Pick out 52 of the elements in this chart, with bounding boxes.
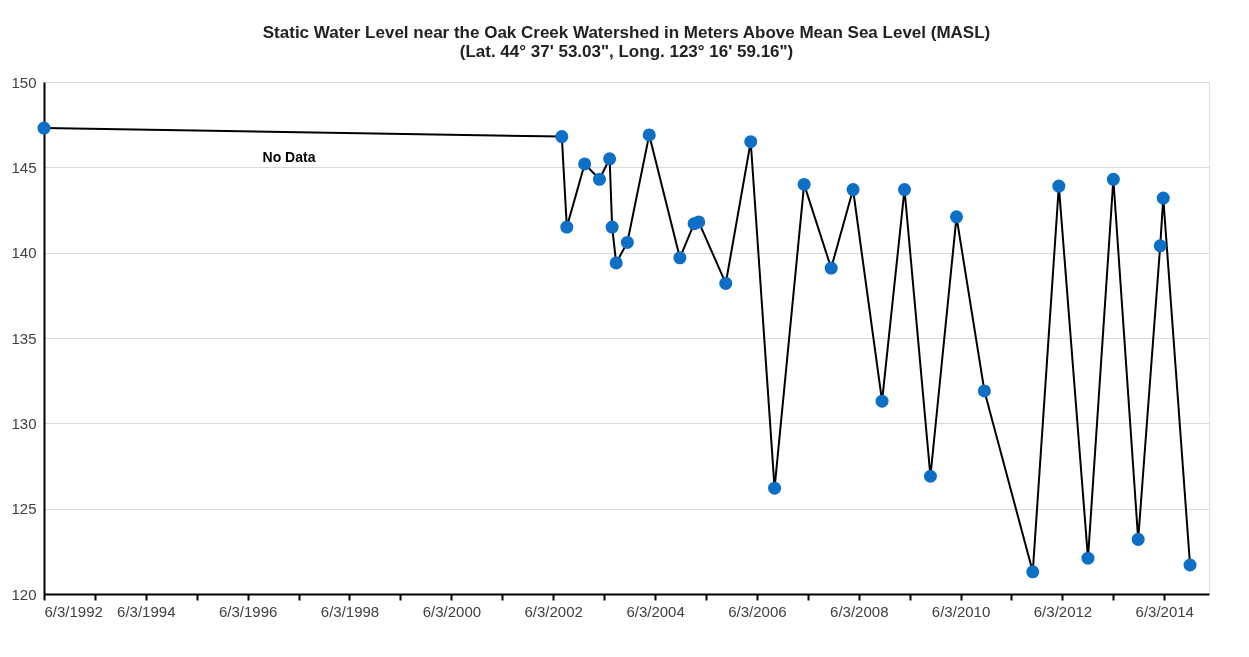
x-tick-label: 6/3/1996 xyxy=(219,602,278,620)
point xyxy=(1153,239,1167,253)
point xyxy=(1026,565,1040,579)
point xyxy=(719,276,733,290)
annotation: No Data xyxy=(262,149,316,165)
point xyxy=(592,172,606,186)
point xyxy=(1156,191,1170,205)
point xyxy=(673,251,687,265)
point xyxy=(824,261,838,275)
x-tick-label: 6/3/2012 xyxy=(1033,602,1093,620)
point xyxy=(1081,551,1095,565)
point xyxy=(875,394,889,408)
point xyxy=(555,130,569,144)
x-tick-label: 6/3/2000 xyxy=(422,602,482,620)
x-tick-label: 6/3/1998 xyxy=(320,602,380,620)
point xyxy=(1106,172,1120,186)
point xyxy=(1131,532,1145,546)
x-tick-label: 6/3/2010 xyxy=(931,602,991,620)
x-tick-label: 6/3/2008 xyxy=(830,602,889,620)
y-tick-label: 140 xyxy=(11,244,37,262)
point xyxy=(846,183,860,197)
chart-title: Static Water Level near the Oak Creek Watershed in Meters Above Mean Sea Level (MASL) (Lat. 44° 37' 53.03", Long. 123° 16' 59.16") xyxy=(262,23,991,61)
y-tick-label: 125 xyxy=(11,500,37,518)
point xyxy=(605,220,619,234)
point xyxy=(897,183,912,197)
y-tick-label: 145 xyxy=(11,158,37,176)
point xyxy=(642,128,656,142)
y-tick-label: 120 xyxy=(11,585,37,603)
x-tick-label: 6/3/1992 xyxy=(44,602,103,620)
point xyxy=(797,177,811,191)
point xyxy=(560,220,574,234)
point xyxy=(37,121,51,135)
point xyxy=(603,152,617,166)
point xyxy=(692,215,706,229)
x-tick-label: 6/3/2014 xyxy=(1135,602,1194,620)
point xyxy=(923,469,937,483)
x-tick-label: 6/3/1994 xyxy=(117,602,176,620)
point xyxy=(1052,179,1066,193)
point xyxy=(620,235,634,249)
y-tick-label: 150 xyxy=(11,73,37,91)
y-tick-label: 130 xyxy=(11,414,37,432)
point xyxy=(949,210,964,224)
point xyxy=(977,384,991,398)
point xyxy=(1183,558,1197,572)
point xyxy=(768,481,782,495)
y-tick-label: 135 xyxy=(11,329,37,347)
point xyxy=(609,256,623,270)
x-tick-label: 6/3/2002 xyxy=(524,602,583,620)
point xyxy=(744,135,758,149)
point xyxy=(578,157,592,171)
x-tick-label: 6/3/2006 xyxy=(728,602,787,620)
x-tick-label: 6/3/2004 xyxy=(626,602,685,620)
